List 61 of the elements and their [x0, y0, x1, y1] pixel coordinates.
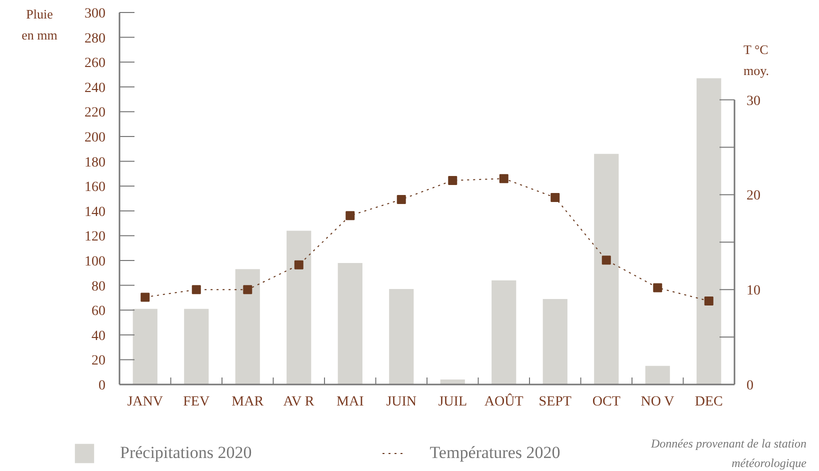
y-tick-label: 40	[92, 328, 106, 344]
x-tick-label: JANV	[127, 394, 164, 410]
bar	[235, 269, 260, 384]
bar	[696, 78, 722, 384]
x-tick-label: AV R	[283, 394, 315, 410]
y2-tick-label: 30	[746, 94, 760, 109]
y-axis-title: Pluie en mm	[22, 6, 58, 42]
point	[550, 193, 560, 202]
y-tick-label: 0	[98, 378, 106, 394]
y2-tick-label: 0	[746, 378, 754, 394]
x-tick-label: MAR	[232, 394, 264, 410]
x-tick-label: NO V	[640, 394, 674, 410]
x-tick-label: AOÛT	[484, 392, 524, 410]
bar	[542, 298, 568, 384]
point	[602, 256, 611, 265]
point	[140, 292, 150, 302]
bar	[184, 308, 209, 384]
y-tick-label: 20	[92, 354, 106, 369]
y-tick-label: 100	[84, 254, 106, 270]
bar	[286, 230, 312, 384]
point	[346, 211, 355, 220]
legend-label: Températures 2020	[430, 443, 560, 463]
bar	[338, 262, 362, 384]
x-tick-label: FEV	[183, 394, 210, 410]
bar	[594, 154, 619, 384]
point	[243, 285, 252, 294]
y-tick-label: 180	[84, 155, 106, 170]
y-tick-label: 80	[92, 279, 106, 294]
point	[192, 285, 201, 294]
y-tick-label: 200	[84, 130, 106, 146]
point	[704, 296, 714, 306]
bar	[645, 366, 670, 384]
y2-tick-label: 10	[746, 284, 760, 299]
y-tick-label: 280	[84, 31, 106, 46]
y2-tick-label: 20	[746, 188, 760, 204]
x-tick-label: DEC	[694, 394, 723, 410]
y2-axis-title: T °C moy.	[744, 42, 770, 78]
x-tick-label: SEPT	[538, 394, 572, 410]
legend-label: Précipitations 2020	[120, 443, 252, 463]
point	[448, 176, 458, 185]
y-tick-label: 300	[84, 6, 106, 22]
y-tick-label: 160	[84, 180, 106, 196]
y-tick-label: 220	[84, 106, 106, 121]
text: Données provenant de la station météorologique	[650, 436, 808, 470]
bar	[440, 380, 465, 384]
point	[396, 194, 406, 204]
x-tick-label: MAI	[336, 394, 364, 410]
x-tick-label: JUIN	[386, 394, 417, 410]
y-tick-label: 140	[84, 204, 106, 220]
y-tick-label: 240	[84, 80, 106, 96]
point	[499, 174, 508, 184]
bar	[492, 280, 516, 384]
point	[653, 283, 662, 292]
point	[294, 260, 304, 270]
x-tick-label: OCT	[592, 394, 621, 410]
bar	[389, 289, 414, 384]
y-tick-label: 260	[84, 56, 106, 72]
y-tick-label: 120	[84, 230, 106, 245]
bar	[132, 308, 158, 384]
y-tick-label: 60	[92, 304, 106, 320]
x-tick-label: JUIL	[438, 394, 468, 410]
